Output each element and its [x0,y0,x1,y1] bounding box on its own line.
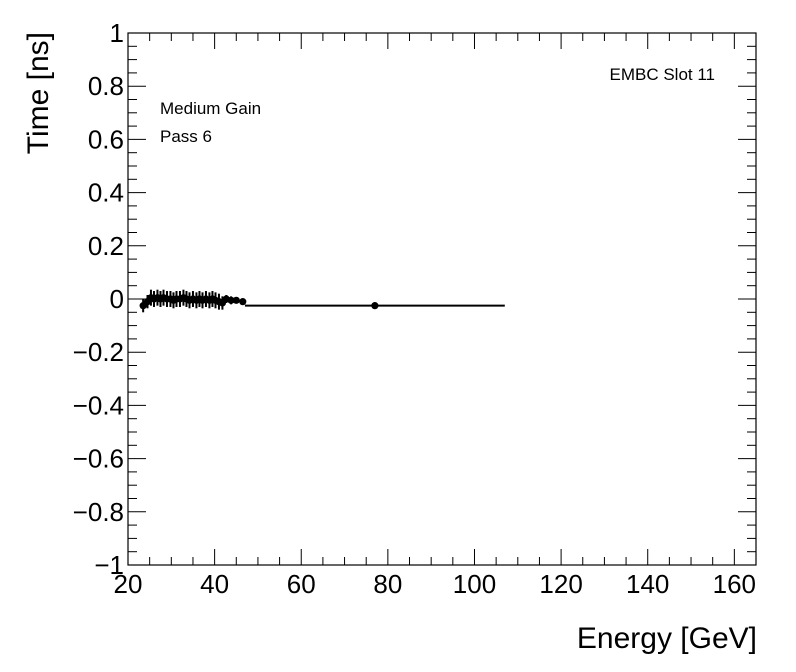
point-marker [227,296,235,304]
y-tick-label: 0.4 [88,178,124,208]
x-tick-label: 80 [373,569,402,599]
data-marks [139,289,505,313]
x-tick-label: 140 [626,569,669,599]
data-point [227,296,235,305]
x-tick-label: 100 [453,569,496,599]
axis-ticks [127,32,757,566]
data-point [244,302,505,310]
data-point [239,298,247,306]
y-tick-label: −0.8 [73,497,124,527]
x-axis-title: Energy [GeV] [577,622,757,655]
y-tick-label: −0.2 [73,337,124,367]
y-tick-label: −0.4 [73,390,124,420]
y-tick-label: 0.6 [88,124,124,154]
data-point [139,299,147,313]
y-tick-label: 1 [110,18,124,48]
x-tick-label: 60 [287,569,316,599]
y-tick-label: 0.2 [88,231,124,261]
x-tick-label: 160 [713,569,756,599]
data-point [232,296,240,304]
x-tick-label: 20 [114,569,143,599]
x-tick-label: 120 [539,569,582,599]
y-tick-label: −0.6 [73,444,124,474]
slot-label: EMBC Slot 11 [609,65,715,84]
point-marker [371,302,379,310]
tick-labels: 20 40 60 80 100 120 140 160 −1 −0.8 −0.6 −0.4 −0.2 0 0… [73,18,756,599]
y-axis-title: Time [ns] [22,32,55,154]
point-marker [232,296,240,304]
point-marker [239,298,247,306]
y-tick-label: 0.8 [88,71,124,101]
x-tick-label: 40 [200,569,229,599]
pass-label: Pass 6 [160,127,212,146]
y-tick-label: 0 [110,284,124,314]
gain-label: Medium Gain [160,99,261,118]
y-tick-label: −1 [94,550,124,580]
